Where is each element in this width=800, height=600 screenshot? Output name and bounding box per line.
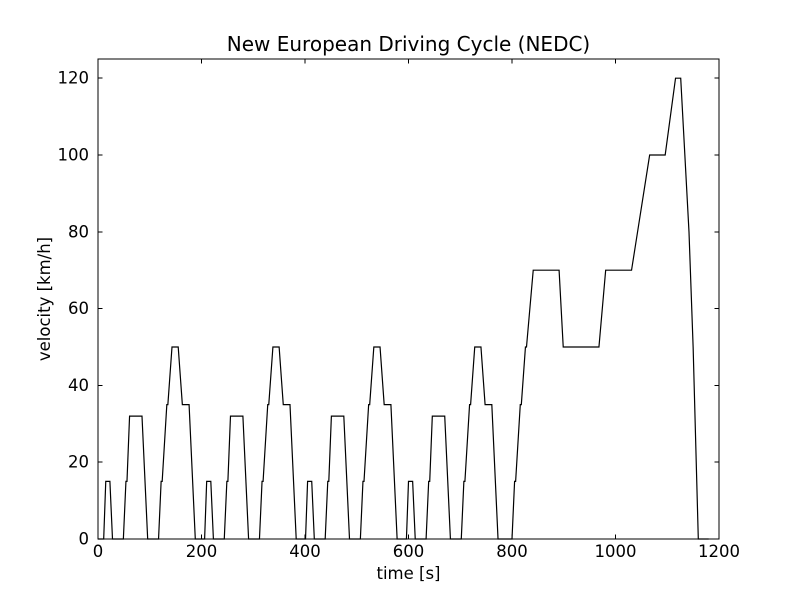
- chart-title: New European Driving Cycle (NEDC): [227, 32, 591, 56]
- plot-frame: [97, 58, 720, 540]
- x-tick-label: 1200: [698, 542, 740, 561]
- axis-ticks: [97, 59, 720, 540]
- y-tick-label: 60: [68, 299, 89, 318]
- axis-tick-labels: 0 200 400 600 800 1000 1200 0 20 40 60 80 100 120: [58, 69, 741, 561]
- x-tick-label: 400: [289, 542, 321, 561]
- y-tick-label: 100: [58, 146, 90, 165]
- x-tick-label: 200: [186, 542, 218, 561]
- y-tick-label: 80: [68, 222, 89, 241]
- x-tick-label: 800: [496, 542, 528, 561]
- y-tick-label: 120: [58, 69, 90, 88]
- x-tick-label: 600: [393, 542, 425, 561]
- x-axis-label: time [s]: [377, 564, 441, 583]
- x-tick-label: 1000: [595, 542, 637, 561]
- x-tick-label: 0: [93, 542, 104, 561]
- y-tick-label: 20: [68, 453, 89, 472]
- velocity-line: [98, 77, 709, 540]
- y-tick-label: 40: [68, 376, 89, 395]
- y-tick-label: 0: [79, 530, 90, 549]
- y-axis-label: velocity [km/h]: [35, 237, 54, 361]
